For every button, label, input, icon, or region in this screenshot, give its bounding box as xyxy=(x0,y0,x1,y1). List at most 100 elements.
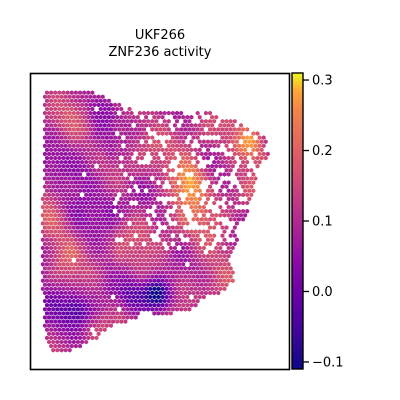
data-point xyxy=(142,143,146,149)
data-point xyxy=(146,290,151,296)
data-point xyxy=(131,114,136,120)
data-point xyxy=(193,270,198,275)
data-point xyxy=(71,176,76,181)
data-point xyxy=(78,163,83,169)
data-point xyxy=(160,131,165,136)
data-point xyxy=(129,290,134,296)
data-point xyxy=(123,319,128,324)
scatter-points xyxy=(40,90,270,353)
data-point xyxy=(88,266,93,271)
data-point xyxy=(164,294,169,300)
data-point xyxy=(236,217,241,222)
data-point xyxy=(245,192,250,198)
data-point xyxy=(166,151,171,157)
data-point xyxy=(142,168,146,173)
data-point xyxy=(117,282,122,288)
data-point xyxy=(92,290,97,296)
data-point xyxy=(183,306,188,312)
data-point xyxy=(160,204,165,210)
data-point xyxy=(82,106,87,112)
data-point xyxy=(65,163,70,169)
data-point xyxy=(158,266,163,271)
data-point xyxy=(189,278,194,283)
data-point xyxy=(98,229,103,234)
data-point xyxy=(185,147,190,153)
data-point xyxy=(63,143,68,149)
data-point xyxy=(69,212,74,218)
data-point xyxy=(102,294,107,300)
data-point xyxy=(170,249,175,255)
data-point xyxy=(63,241,68,247)
data-point xyxy=(55,257,60,263)
data-point xyxy=(59,266,64,271)
data-point xyxy=(63,200,68,206)
data-point xyxy=(127,253,132,259)
data-point xyxy=(86,278,91,283)
data-point xyxy=(84,94,89,100)
data-point xyxy=(144,237,149,243)
data-point xyxy=(131,221,136,226)
data-point xyxy=(115,155,120,161)
data-point xyxy=(94,139,99,144)
data-point xyxy=(51,274,56,279)
data-point xyxy=(73,262,78,267)
data-point xyxy=(106,155,111,161)
data-point xyxy=(197,131,202,136)
data-point xyxy=(78,98,83,104)
data-point xyxy=(137,241,142,247)
data-point xyxy=(108,127,113,132)
data-point xyxy=(40,286,45,292)
data-point xyxy=(139,237,144,243)
data-point xyxy=(175,135,180,140)
data-point xyxy=(78,229,83,234)
data-point xyxy=(102,114,107,120)
data-point xyxy=(119,302,124,308)
data-point xyxy=(55,151,60,157)
data-point xyxy=(82,180,87,185)
data-point xyxy=(86,123,91,128)
data-point xyxy=(65,114,70,120)
data-point xyxy=(166,110,171,116)
data-point xyxy=(47,159,52,165)
data-point xyxy=(61,123,66,128)
data-point xyxy=(144,172,149,177)
data-point xyxy=(158,176,163,181)
data-point xyxy=(179,298,184,304)
data-point xyxy=(189,180,194,185)
data-point xyxy=(111,245,116,251)
data-point xyxy=(162,159,167,165)
data-point xyxy=(175,143,180,149)
data-point xyxy=(45,172,49,177)
data-point xyxy=(265,151,270,157)
data-point xyxy=(125,151,130,157)
data-point xyxy=(216,151,221,157)
data-point xyxy=(78,270,83,275)
data-point xyxy=(146,184,151,189)
data-point xyxy=(75,168,80,173)
data-point xyxy=(148,278,153,283)
data-point xyxy=(181,270,186,275)
data-point xyxy=(257,159,262,165)
data-point xyxy=(168,278,173,283)
data-point xyxy=(96,315,101,320)
data-point xyxy=(45,262,49,267)
data-point xyxy=(45,155,49,161)
data-point xyxy=(113,315,118,320)
data-point xyxy=(193,253,198,259)
data-point xyxy=(172,123,177,128)
data-point xyxy=(78,204,83,210)
data-point xyxy=(201,139,206,144)
data-point xyxy=(160,114,165,120)
data-point xyxy=(216,143,221,149)
data-point xyxy=(104,135,109,140)
data-point xyxy=(69,262,74,267)
data-point xyxy=(150,225,155,230)
data-point xyxy=(88,135,93,140)
data-point xyxy=(61,180,66,185)
data-point xyxy=(69,343,74,349)
data-point xyxy=(42,184,47,189)
data-point xyxy=(82,98,87,104)
data-point xyxy=(102,286,107,292)
data-point xyxy=(59,110,64,116)
data-point xyxy=(78,294,83,300)
